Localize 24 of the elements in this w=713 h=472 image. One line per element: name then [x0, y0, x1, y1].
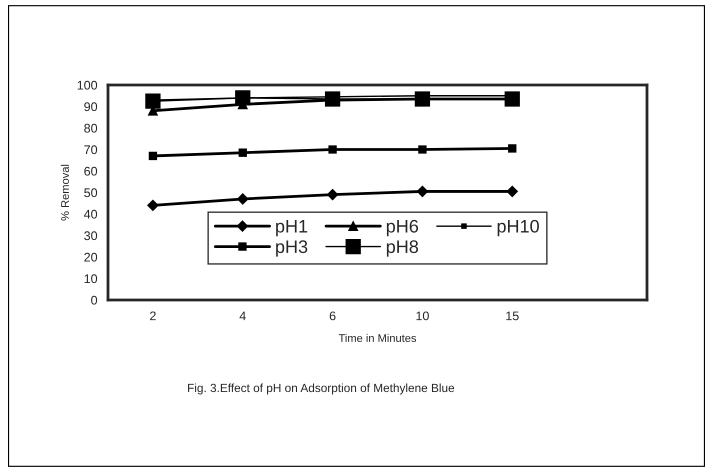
- x-tick-label: 4: [240, 312, 246, 320]
- y-tick-label: 70: [84, 145, 98, 154]
- legend-label: pH6: [386, 220, 418, 236]
- x-tick-label: 6: [330, 311, 336, 320]
- y-tick-label: 20: [84, 252, 98, 262]
- legend-label: pH10: [498, 220, 539, 236]
- y-tick-label: 10: [84, 274, 98, 284]
- legend-label: pH3: [276, 240, 308, 257]
- y-tick-label: 30: [84, 231, 98, 240]
- x-axis-title: Time in Minutes: [338, 334, 416, 342]
- y-axis-title: % Removal: [60, 164, 69, 221]
- y-tick-label: 60: [84, 166, 98, 176]
- y-tick-label: 80: [84, 124, 98, 133]
- x-tick-label: 15: [506, 312, 519, 320]
- y-tick-label: 0: [91, 296, 98, 305]
- legend-label: pH1: [276, 220, 308, 236]
- x-tick-label: 10: [416, 311, 429, 320]
- y-tick-label: 50: [84, 188, 98, 198]
- y-tick-label: 40: [84, 210, 98, 219]
- legend-label: pH8: [386, 240, 418, 257]
- caption: Fig. 3.Effect of pH on Adsorption of Methylene Blue: [188, 383, 454, 394]
- x-tick-label: 2: [150, 311, 156, 320]
- y-tick-label: 100: [78, 80, 98, 90]
- y-tick-label: 90: [84, 102, 98, 112]
